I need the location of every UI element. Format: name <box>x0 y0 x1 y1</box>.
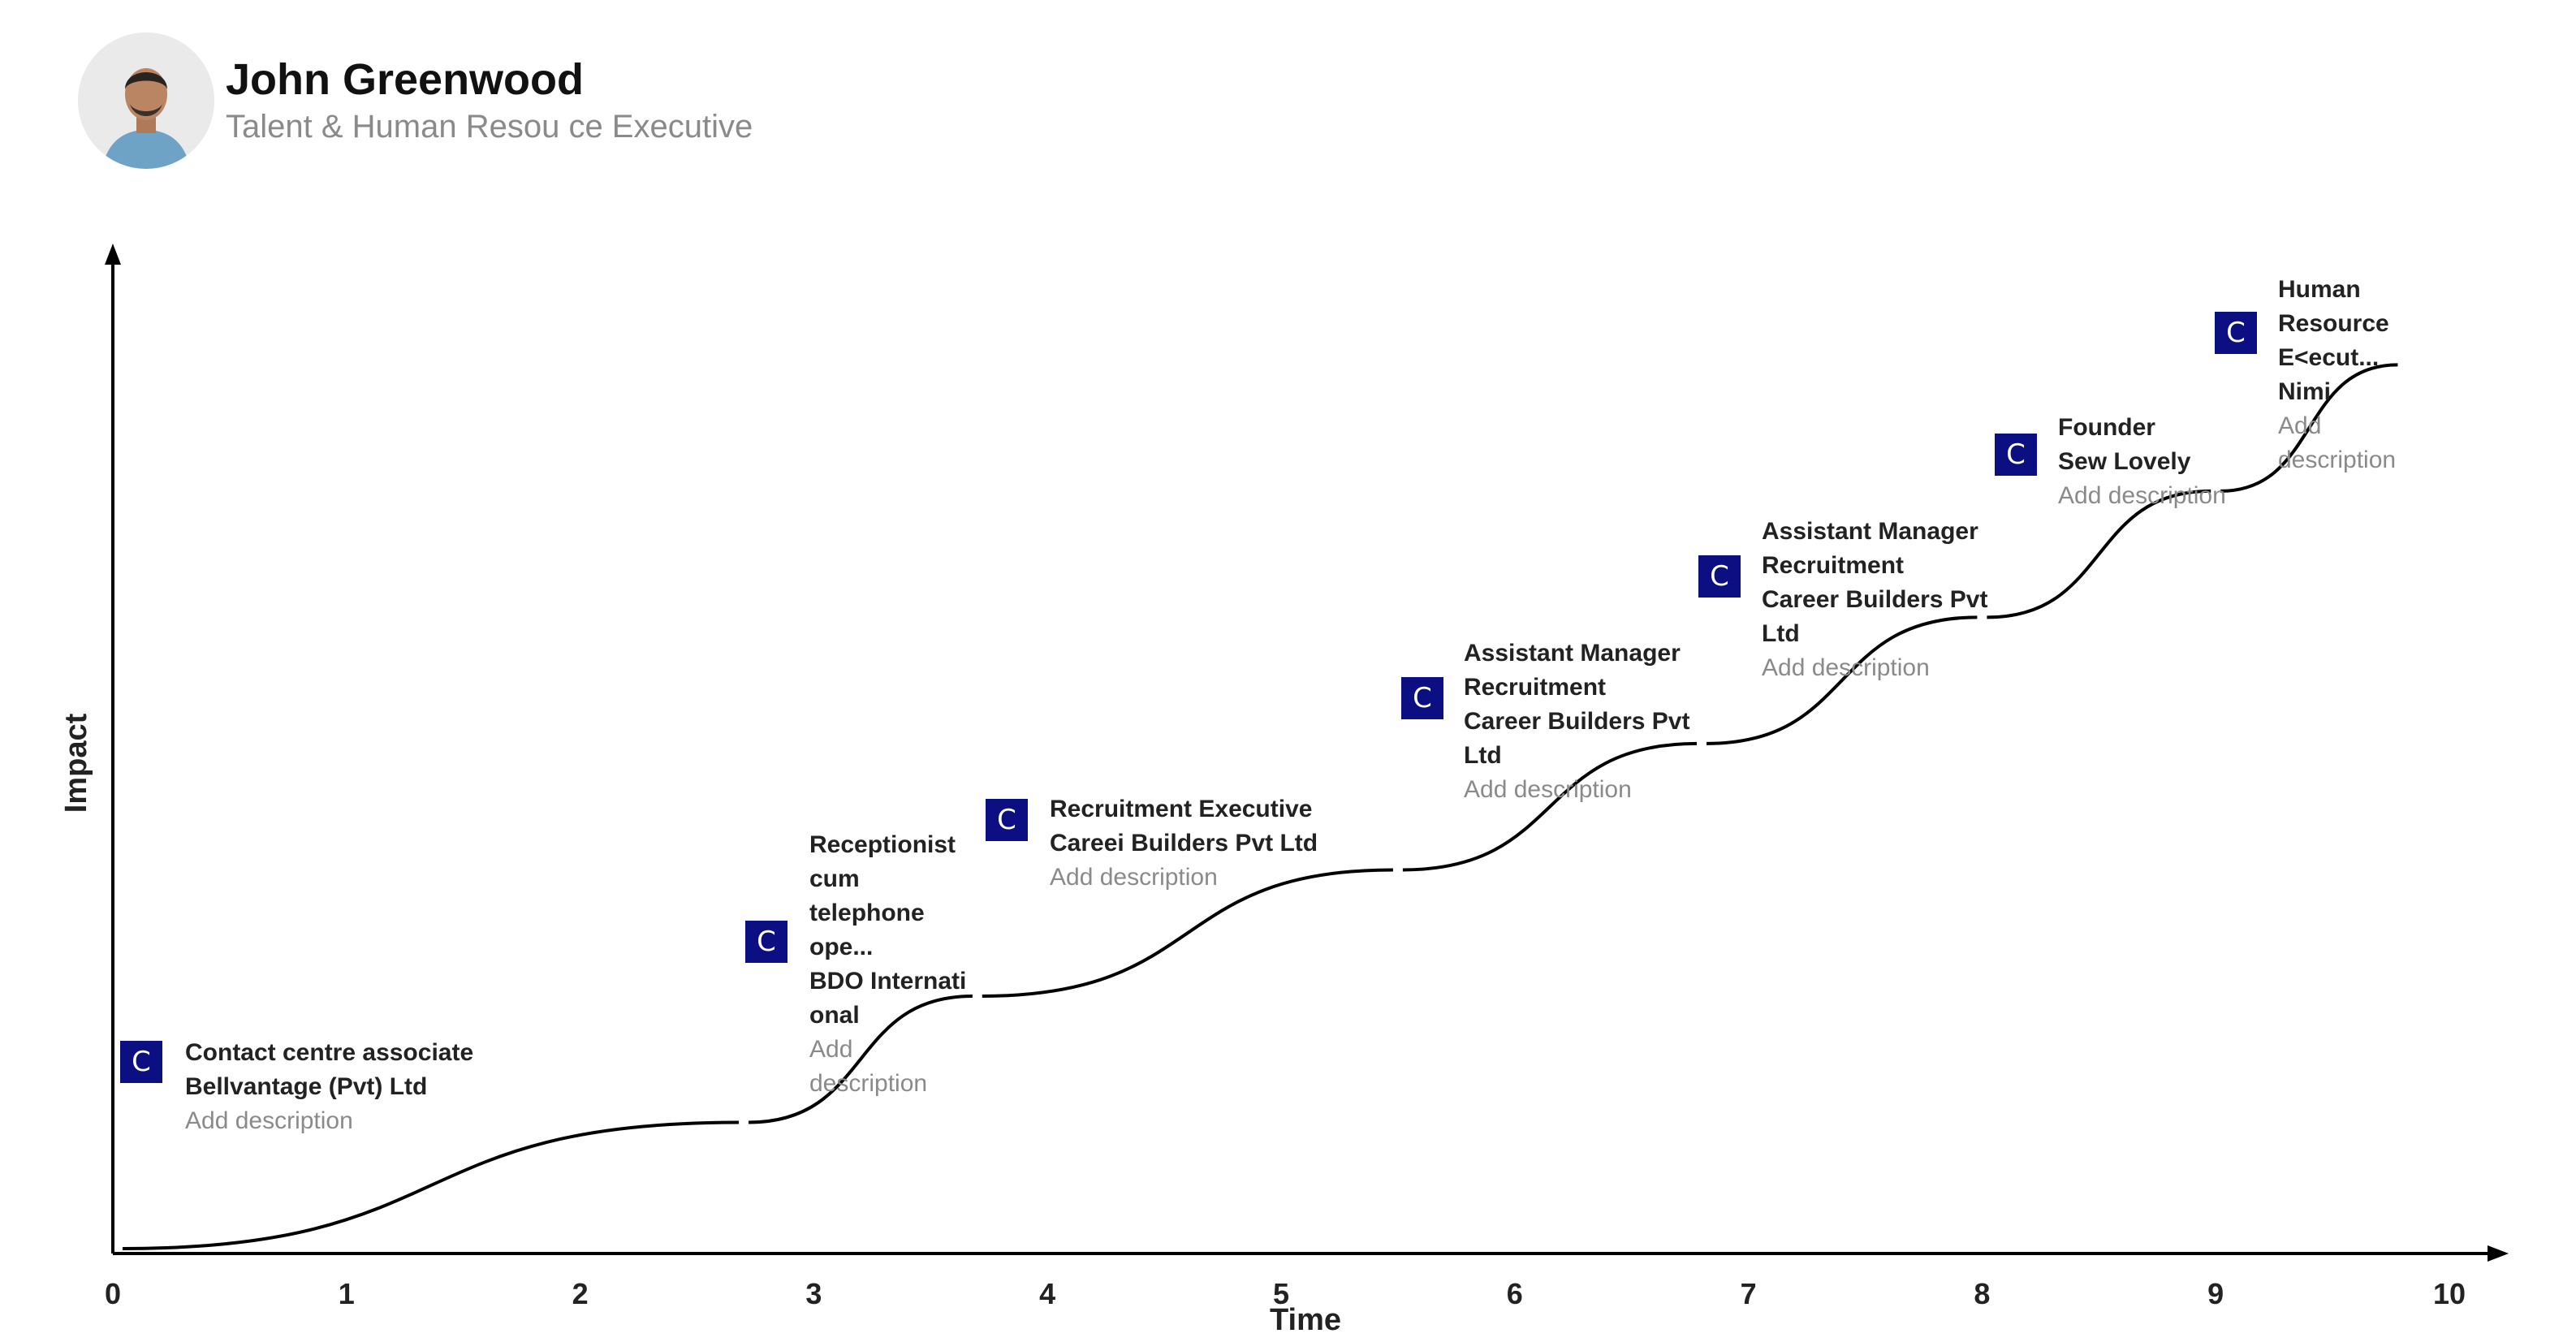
x-tick-label: 8 <box>1974 1277 1990 1310</box>
milestone-title[interactable]: Recruitment Executive <box>1050 796 1313 822</box>
company-logo-icon: C <box>120 1041 162 1083</box>
milestone-company[interactable]: Nimi <box>2278 378 2332 405</box>
milestone-company[interactable]: BDO Internati onal <box>809 968 967 1029</box>
milestone-label: Recruitment Executive Careei Builders Pvt… <box>1050 796 1318 891</box>
milestone-title[interactable]: Founder <box>2058 414 2155 441</box>
milestone-curve <box>2220 363 2398 493</box>
milestone-description[interactable]: Add description <box>809 1036 928 1097</box>
x-tick-label: 4 <box>1039 1277 1055 1310</box>
milestone-description[interactable]: Add description <box>1050 864 1218 891</box>
company-logo-icon: C <box>2215 312 2257 354</box>
milestone-curve <box>1707 615 1978 745</box>
y-axis-label: Impact <box>59 713 93 813</box>
company-logo[interactable]: C <box>986 799 1029 843</box>
x-tick-label: 0 <box>105 1277 121 1310</box>
milestone-company[interactable]: Careei Builders Pvt Ltd <box>1050 830 1318 857</box>
profile-header: John Greenwood Talent & Human Resou ce E… <box>78 32 753 169</box>
milestone-title[interactable]: Assistant Manager Recruitment <box>1464 640 1681 701</box>
x-tick-label: 6 <box>1507 1277 1523 1310</box>
x-tick-label: 10 <box>2433 1277 2466 1310</box>
milestone-company[interactable]: Sew Lovely <box>2058 448 2191 475</box>
company-logo[interactable]: C <box>1995 434 2039 477</box>
milestone-curve <box>1987 489 2211 619</box>
milestone-label: Human Resource E<ecut... Nimi Add descript… <box>2278 276 2397 473</box>
milestone-description[interactable]: Add description <box>185 1107 353 1134</box>
milestone-label: Assistant Manager Recruitment Career Buil… <box>1762 518 1988 681</box>
y-axis-arrow <box>105 244 121 265</box>
milestone-curve <box>122 1120 740 1250</box>
milestone-description[interactable]: Add description <box>2278 412 2397 473</box>
milestone-title[interactable]: Receptionist cum telephone ope... <box>809 831 956 960</box>
milestone-description[interactable]: Add description <box>2058 482 2226 509</box>
company-logo[interactable]: C <box>745 921 789 964</box>
company-logo[interactable]: C <box>1401 677 1445 721</box>
avatar[interactable] <box>78 32 214 169</box>
person-photo-icon <box>78 32 214 169</box>
milestone-company[interactable]: Career Builders Pvt Ltd <box>1762 586 1988 647</box>
x-tick-label: 7 <box>1741 1277 1757 1310</box>
x-tick-label: 2 <box>572 1277 589 1310</box>
milestone-company[interactable]: Bellvantage (Pvt) Ltd <box>185 1073 428 1100</box>
milestone-title[interactable]: Assistant Manager Recruitment <box>1762 518 1978 579</box>
milestone-curve <box>982 868 1393 998</box>
milestone-curve <box>1402 741 1698 872</box>
milestone-label: Assistant Manager Recruitment Career Buil… <box>1464 640 1690 803</box>
x-tick-label: 3 <box>805 1277 822 1310</box>
milestone-curve <box>749 994 973 1124</box>
milestone-label: Receptionist cum telephone ope... BDO Int… <box>809 831 967 1097</box>
x-axis-label: Time <box>1270 1303 1341 1337</box>
company-logo-icon: C <box>986 799 1028 841</box>
x-tick-label: 5 <box>1273 1277 1289 1310</box>
company-logo-icon: C <box>745 921 787 963</box>
company-logo[interactable]: C <box>120 1041 164 1085</box>
profile-name: John Greenwood <box>226 55 585 104</box>
milestone-label: Contact centre associate Bellvantage (Pvt… <box>185 1039 474 1134</box>
milestone-title[interactable]: Contact centre associate <box>185 1039 474 1066</box>
milestone-description[interactable]: Add description <box>1464 776 1632 803</box>
x-tick-label: 9 <box>2207 1277 2224 1310</box>
milestone-title[interactable]: Human Resource E<ecut... <box>2278 276 2389 371</box>
milestone-company[interactable]: Career Builders Pvt Ltd <box>1464 708 1690 769</box>
company-logo[interactable]: C <box>1698 555 1742 599</box>
company-logo[interactable]: C <box>2215 312 2259 356</box>
milestone-label: Founder Sew Lovely Add description <box>2058 414 2226 509</box>
x-tick-label: 1 <box>339 1277 355 1310</box>
company-logo-icon: C <box>1698 555 1741 598</box>
x-axis-arrow <box>2488 1245 2509 1262</box>
company-logo-icon: C <box>1401 677 1443 719</box>
profile-role: Talent & Human Resou ce Executive <box>226 109 753 145</box>
company-logo-icon: C <box>1995 434 2037 476</box>
milestone-description[interactable]: Add description <box>1762 654 1930 681</box>
